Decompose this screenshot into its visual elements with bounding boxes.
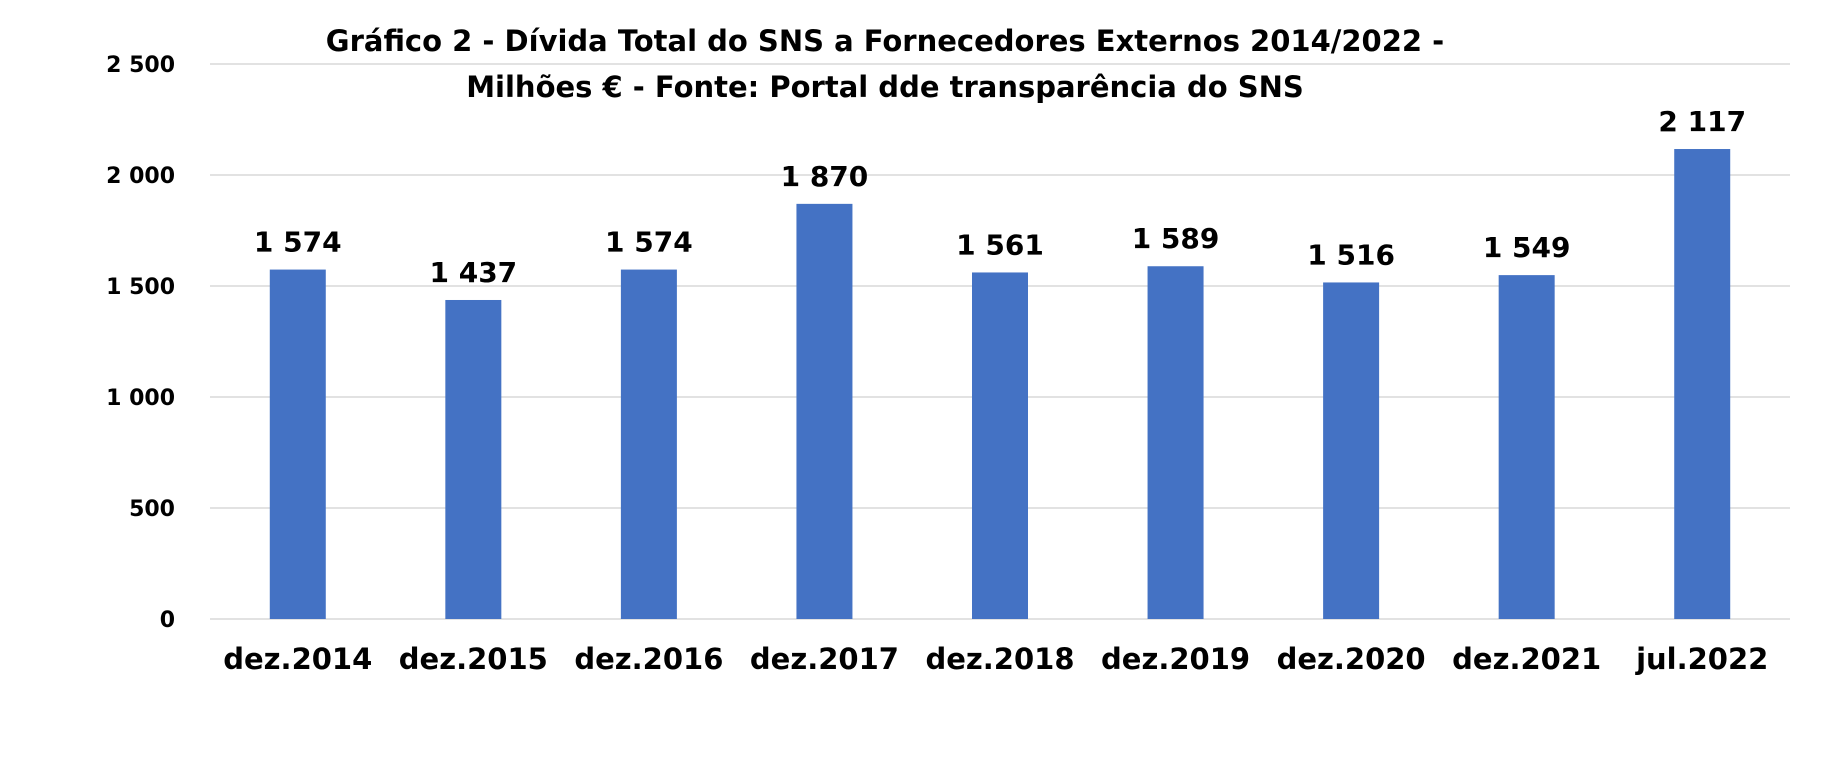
x-tick-label: dez.2014 [223, 642, 372, 676]
data-label: 1 574 [254, 226, 342, 259]
bar-dez.2014 [269, 269, 326, 619]
y-tick-label: 0 [160, 608, 175, 633]
data-label: 1 870 [781, 160, 869, 193]
data-label: 1 549 [1483, 231, 1571, 264]
x-tick-label: dez.2016 [574, 642, 723, 676]
y-tick-label: 1 000 [106, 386, 175, 411]
x-tick-label: dez.2020 [1277, 642, 1426, 676]
bar-dez.2015 [445, 299, 502, 619]
y-tick-label: 2 000 [106, 164, 175, 189]
x-tick-label: dez.2015 [399, 642, 548, 676]
bar-dez.2019 [1147, 266, 1204, 619]
bar-dez.2021 [1498, 275, 1555, 619]
x-tick-label: jul.2022 [1635, 642, 1768, 676]
bar-dez.2016 [620, 269, 677, 619]
data-label: 1 574 [605, 226, 693, 259]
data-label: 1 516 [1307, 238, 1395, 271]
x-tick-label: dez.2021 [1452, 642, 1601, 676]
y-tick-label: 1 500 [106, 275, 175, 300]
bar-dez.2020 [1323, 282, 1380, 619]
x-tick-label: dez.2018 [925, 642, 1074, 676]
data-label: 1 589 [1132, 222, 1220, 255]
bar-jul.2022 [1674, 149, 1731, 619]
y-tick-label: 2 500 [106, 53, 175, 78]
x-tick-label: dez.2019 [1101, 642, 1250, 676]
data-label: 1 561 [956, 228, 1044, 261]
y-tick-label: 500 [129, 497, 175, 522]
x-tick-label: dez.2017 [750, 642, 899, 676]
chart-title-line-1: Gráfico 2 - Dívida Total do SNS a Fornec… [325, 24, 1445, 58]
bar-dez.2017 [796, 203, 853, 620]
data-label: 2 117 [1658, 105, 1746, 138]
data-label: 1 437 [429, 256, 517, 289]
bar-dez.2018 [972, 272, 1028, 619]
chart-title-line-2: Milhões € - Fonte: Portal dde transparên… [466, 70, 1304, 104]
